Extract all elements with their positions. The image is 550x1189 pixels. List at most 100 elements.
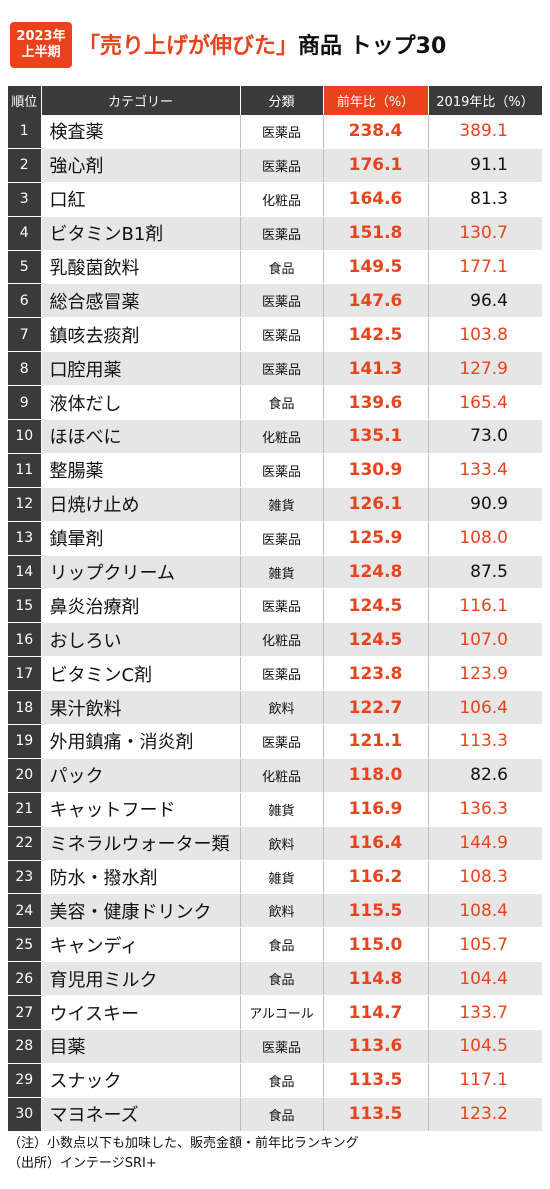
class-cell: 医薬品: [240, 656, 324, 692]
yoy-cell: 114.7: [323, 995, 429, 1031]
col-header-rank: 順位: [8, 86, 42, 115]
vs2019-cell: 389.1: [428, 115, 542, 149]
rank-cell: 2: [8, 148, 42, 183]
rank-cell: 13: [8, 521, 42, 556]
table-row: 21 キャットフード 雑貨 116.9 136.3: [8, 792, 542, 827]
rank-cell: 8: [8, 351, 42, 387]
period-badge: 2023年 上半期: [10, 22, 72, 68]
vs2019-cell: 104.4: [428, 961, 542, 997]
yoy-cell: 113.5: [323, 1097, 429, 1132]
category-cell: マヨネーズ: [41, 1097, 241, 1132]
rank-cell: 21: [8, 792, 42, 827]
vs2019-cell: 177.1: [428, 250, 542, 285]
yoy-cell: 113.5: [323, 1063, 429, 1098]
rank-cell: 6: [8, 283, 42, 319]
rank-cell: 14: [8, 555, 42, 590]
category-cell: 口腔用薬: [41, 351, 241, 387]
rank-cell: 4: [8, 216, 42, 251]
category-cell: 鎮咳去痰剤: [41, 317, 241, 353]
vs2019-cell: 90.9: [428, 487, 542, 522]
category-cell: 鼻炎治療剤: [41, 588, 241, 624]
page-title: 「売り上げが伸びた」商品 トップ30: [78, 28, 446, 60]
class-cell: 医薬品: [240, 351, 324, 387]
table-row: 28 目薬 医薬品 113.6 104.5: [8, 1029, 542, 1064]
category-cell: 日焼け止め: [41, 487, 241, 522]
yoy-cell: 238.4: [323, 115, 429, 149]
table-row: 7 鎮咳去痰剤 医薬品 142.5 103.8: [8, 317, 542, 353]
yoy-cell: 142.5: [323, 317, 429, 353]
rank-cell: 17: [8, 656, 42, 692]
vs2019-cell: 104.5: [428, 1029, 542, 1064]
rank-cell: 16: [8, 622, 42, 658]
table-row: 16 おしろい 化粧品 124.5 107.0: [8, 622, 542, 658]
class-cell: 雑貨: [240, 555, 324, 590]
category-cell: 整腸薬: [41, 453, 241, 488]
yoy-cell: 124.5: [323, 588, 429, 624]
table-row: 2 強心剤 医薬品 176.1 91.1: [8, 148, 542, 183]
table-row: 4 ビタミンB1剤 医薬品 151.8 130.7: [8, 216, 542, 251]
table-row: 5 乳酸菌飲料 食品 149.5 177.1: [8, 250, 542, 285]
rank-cell: 22: [8, 826, 42, 861]
category-cell: 口紅: [41, 182, 241, 217]
table-row: 29 スナック 食品 113.5 117.1: [8, 1063, 542, 1098]
table-row: 23 防水・撥水剤 雑貨 116.2 108.3: [8, 860, 542, 895]
table-row: 12 日焼け止め 雑貨 126.1 90.9: [8, 487, 542, 522]
table-row: 14 リップクリーム 雑貨 124.8 87.5: [8, 555, 542, 590]
table-header-row: 順位 カテゴリー 分類 前年比（%） 2019年比（%）: [8, 86, 543, 115]
class-cell: 飲料: [240, 893, 324, 929]
class-cell: 食品: [240, 1063, 324, 1098]
class-cell: 雑貨: [240, 487, 324, 522]
vs2019-cell: 108.3: [428, 860, 542, 895]
table-row: 20 パック 化粧品 118.0 82.6: [8, 758, 542, 793]
class-cell: 医薬品: [240, 216, 324, 251]
class-cell: 医薬品: [240, 724, 324, 759]
rank-cell: 7: [8, 317, 42, 353]
class-cell: 雑貨: [240, 860, 324, 895]
vs2019-cell: 87.5: [428, 555, 542, 590]
yoy-cell: 123.8: [323, 656, 429, 692]
category-cell: 目薬: [41, 1029, 241, 1064]
vs2019-cell: 130.7: [428, 216, 542, 251]
rank-cell: 26: [8, 961, 42, 997]
class-cell: 医薬品: [240, 283, 324, 319]
yoy-cell: 149.5: [323, 250, 429, 285]
vs2019-cell: 117.1: [428, 1063, 542, 1098]
yoy-cell: 118.0: [323, 758, 429, 793]
vs2019-cell: 106.4: [428, 690, 542, 726]
category-cell: 鎮暈剤: [41, 521, 241, 556]
class-cell: 飲料: [240, 690, 324, 726]
class-cell: 医薬品: [240, 453, 324, 488]
vs2019-cell: 91.1: [428, 148, 542, 183]
rank-cell: 30: [8, 1097, 42, 1132]
yoy-cell: 113.6: [323, 1029, 429, 1064]
class-cell: 化粧品: [240, 182, 324, 217]
category-cell: おしろい: [41, 622, 241, 658]
table-body: 1 検査薬 医薬品 238.4 389.1 2 強心剤 医薬品 176.1 91.1 3 口紅 化粧品 1…: [8, 115, 542, 1132]
yoy-cell: 116.2: [323, 860, 429, 895]
table-row: 26 育児用ミルク 食品 114.8 104.4: [8, 961, 542, 997]
vs2019-cell: 165.4: [428, 385, 542, 421]
category-cell: リップクリーム: [41, 555, 241, 590]
yoy-cell: 164.6: [323, 182, 429, 217]
yoy-cell: 116.4: [323, 826, 429, 861]
rank-cell: 27: [8, 995, 42, 1031]
category-cell: 検査薬: [41, 115, 241, 149]
yoy-cell: 141.3: [323, 351, 429, 387]
footnote-note: （注）小数点以下も加味した、販売金額・前年比ランキング: [8, 1136, 359, 1151]
rank-cell: 19: [8, 724, 42, 759]
class-cell: 医薬品: [240, 148, 324, 183]
category-cell: 総合感冒薬: [41, 283, 241, 319]
vs2019-cell: 103.8: [428, 317, 542, 353]
yoy-cell: 126.1: [323, 487, 429, 522]
category-cell: パック: [41, 758, 241, 793]
category-cell: ビタミンB1剤: [41, 216, 241, 251]
class-cell: 化粧品: [240, 622, 324, 658]
class-cell: 化粧品: [240, 758, 324, 793]
col-header-vs2019: 2019年比（%）: [428, 86, 543, 115]
category-cell: ビタミンC剤: [41, 656, 241, 692]
vs2019-cell: 73.0: [428, 419, 542, 454]
rank-cell: 5: [8, 250, 42, 285]
class-cell: アルコール: [240, 995, 324, 1031]
yoy-cell: 122.7: [323, 690, 429, 726]
category-cell: 外用鎮痛・消炎剤: [41, 724, 241, 759]
